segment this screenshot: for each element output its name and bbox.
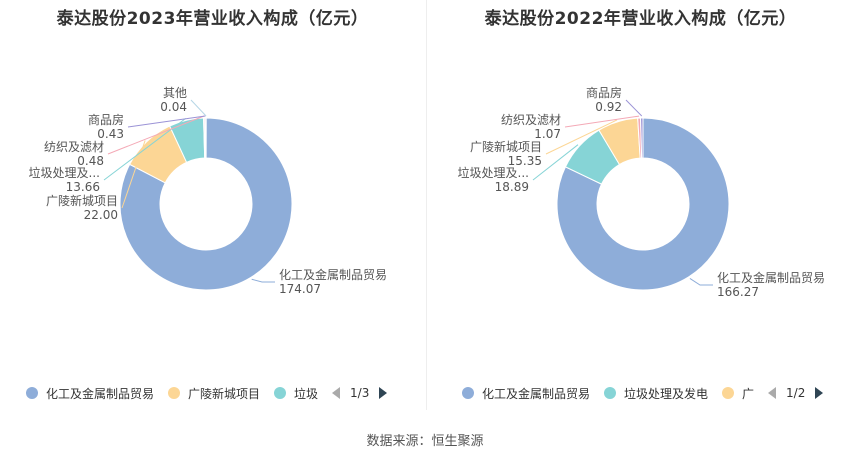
slice-value-label: 0.92 [595,100,622,114]
legend-next-arrow-icon[interactable] [815,387,824,399]
slice-label: 广陵新城项目 [46,193,118,208]
legend-next-arrow-icon[interactable] [379,387,388,399]
legend-page-indicator: 1/3 [350,386,370,400]
legend-page-indicator: 1/2 [786,386,806,400]
legend-item[interactable]: 广陵新城项目 [168,385,260,402]
leader-line [127,115,206,128]
chart-panel-2022: 泰达股份2022年营业收入构成（亿元） 化工及金属制品贸易 166.27 垃圾处理及… [428,0,850,420]
slice-label: 纺织及滤材 [44,140,104,154]
slice-value-label: 0.43 [97,127,124,141]
chart-panel-2023: 泰达股份2023年营业收入构成（亿元） 化工及金属制品贸易 174.07 广陵新城项… [0,0,425,420]
legend-item[interactable]: 广 [722,385,754,402]
legend-label: 化工及金属制品贸易 [46,386,155,401]
legend-label: 垃圾处理及发电 [624,386,709,401]
leader-line [689,278,713,286]
pie-slice[interactable] [556,117,730,291]
legend-item[interactable]: 垃圾处理及发电 [604,385,708,402]
legend-label: 化工及金属制品贸易 [482,386,591,401]
slice-value-label: 13.66 [66,180,100,194]
chart-title: 泰达股份2023年营业收入构成（亿元） [56,9,369,29]
leader-line [532,144,579,181]
legend-label: 广陵新城项目 [188,386,261,401]
legend: 化工及金属制品贸易 广陵新城项目 垃圾 1/3 [26,383,388,403]
legend-dot-icon [722,387,735,399]
slice-value-label: 22.00 [84,208,118,222]
legend-dot-icon [168,387,181,399]
slice-label: 化工及金属制品贸易 [279,267,387,282]
legend-prev-arrow-icon[interactable] [332,387,341,399]
chart-title: 泰达股份2022年营业收入构成（亿元） [484,9,797,29]
slice-value-label: 166.27 [717,285,759,299]
legend-dot-icon [604,387,617,399]
slice-label: 化工及金属制品贸易 [717,270,825,285]
slice-value-label: 15.35 [508,154,542,168]
slice-label: 广陵新城项目 [470,139,542,154]
slice-label: 垃圾处理及... [29,165,100,180]
legend-pager: 1/2 [768,386,824,400]
legend-item[interactable]: 化工及金属制品贸易 [26,385,154,402]
pie-slice[interactable] [640,117,644,159]
slice-label: 商品房 [586,85,622,100]
slice-value-label: 0.48 [77,154,104,168]
legend-prev-arrow-icon[interactable] [768,387,777,399]
slice-value-label: 0.04 [160,100,187,114]
legend: 化工及金属制品贸易 垃圾处理及发电 广 1/2 [462,383,824,403]
leader-line [545,119,618,155]
leader-line [564,115,640,128]
leader-line [190,99,207,117]
pie-slice[interactable] [119,117,293,291]
legend-item[interactable]: 化工及金属制品贸易 [462,385,590,402]
slice-label: 纺织及滤材 [501,113,561,127]
legend-pager: 1/3 [332,386,388,400]
slice-value-label: 1.07 [534,127,561,141]
legend-dot-icon [274,387,287,399]
data-source-note: 数据来源：恒生聚源 [366,434,484,449]
legend-dot-icon [462,387,474,399]
slice-label: 商品房 [88,112,124,127]
leader-line [107,115,205,155]
slice-value-label: 174.07 [279,282,321,296]
slice-value-label: 18.89 [495,180,529,194]
leader-line [625,99,643,117]
legend-label: 垃圾 [294,386,319,401]
legend-label: 广 [742,386,755,401]
leader-line [251,278,275,283]
legend-item[interactable]: 垃圾 [274,385,318,402]
panel-divider [426,0,427,410]
slice-label: 其他 [163,86,187,100]
slice-label: 垃圾处理及... [458,165,529,180]
legend-dot-icon [26,387,38,399]
